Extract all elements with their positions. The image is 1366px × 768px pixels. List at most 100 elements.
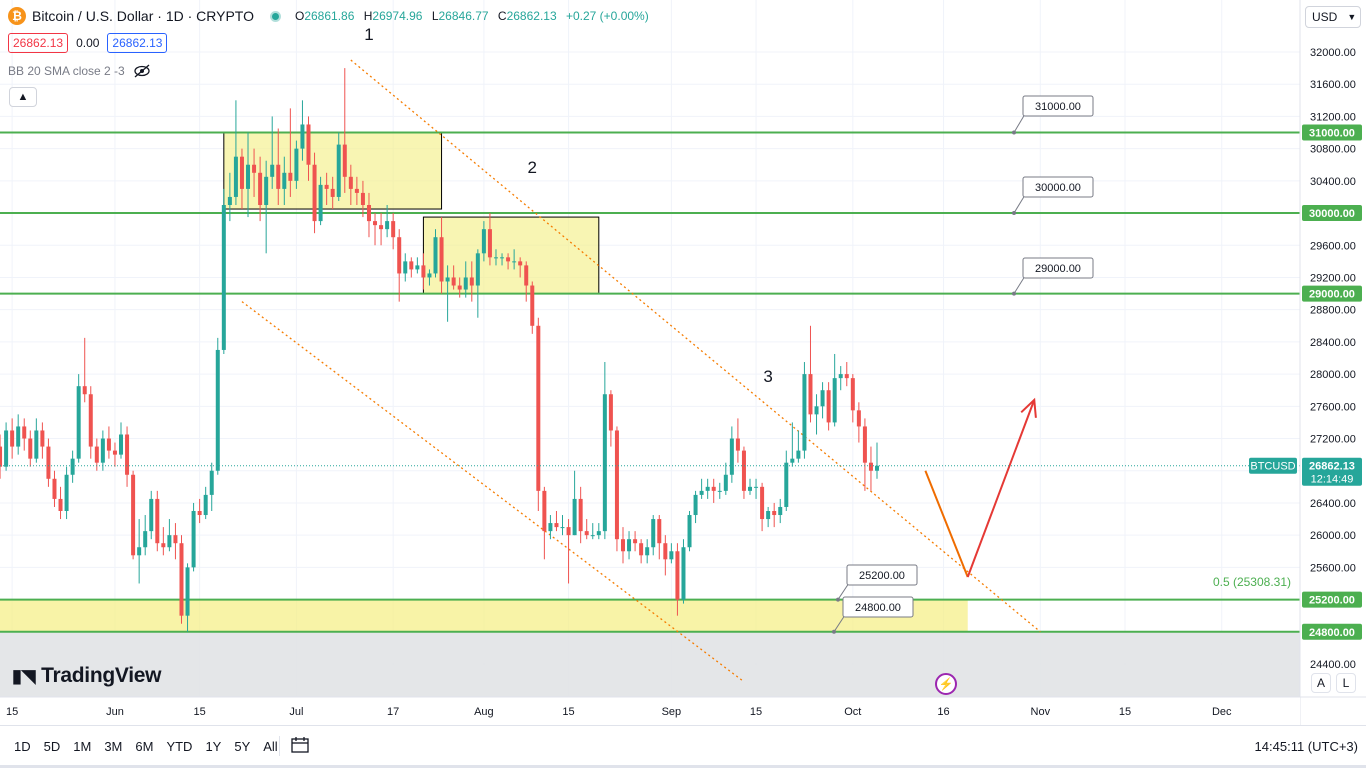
callout-anchor (1012, 211, 1016, 216)
callout-box (1022, 257, 1094, 279)
candle-body (657, 519, 662, 544)
clock-timezone[interactable]: 14:45:11 (UTC+3) (1254, 739, 1358, 754)
candle-body (397, 237, 402, 274)
candle-body (34, 430, 39, 459)
candle-body (354, 188, 359, 193)
x-tick-label: 15 (562, 706, 574, 718)
candle-body (46, 446, 51, 479)
candle-body (312, 164, 317, 222)
candle-body (778, 506, 783, 516)
candle-body (748, 486, 752, 491)
arrowhead (1020, 397, 1037, 418)
auto-scale-button[interactable]: A (1311, 673, 1331, 693)
forecast-arrow (966, 399, 1036, 578)
callout-text: 30000.00 (1035, 182, 1081, 194)
candle-body (409, 261, 414, 270)
candle-body (772, 511, 777, 516)
buy-button[interactable]: 26862.13 (107, 33, 168, 53)
market-status-icon[interactable] (269, 10, 281, 22)
currency-select[interactable]: USD ▼ (1305, 6, 1361, 28)
candle-body (270, 164, 275, 177)
y-tick-label: 29600.00 (1310, 240, 1356, 252)
price-chart[interactable]: 1 2 3 0.5 (25308.31) BTCUSD 31000.00 30000.0… (0, 0, 1366, 725)
candle-body (608, 394, 613, 431)
candle-body (572, 498, 577, 536)
spread-value: 0.00 (76, 36, 100, 50)
x-tick-label: Aug (474, 706, 494, 718)
candle-body (82, 386, 87, 395)
indicator-label[interactable]: BB 20 SMA close 2 -3 (8, 64, 125, 78)
calendar-range-icon[interactable] (290, 736, 310, 754)
log-scale-button[interactable]: L (1336, 673, 1356, 693)
candle-body (475, 253, 480, 286)
current-price-line: BTCUSD (0, 457, 1300, 474)
tv-logo-icon: ▮◥ (12, 665, 36, 686)
range-button-1m[interactable]: 1M (73, 739, 92, 754)
range-button-1y[interactable]: 1Y (205, 739, 222, 754)
candle-body (723, 474, 728, 491)
range-button-all[interactable]: All (263, 739, 278, 754)
candle-body (94, 446, 99, 463)
callout-anchor (836, 597, 840, 602)
candle-body (288, 172, 293, 181)
wave-label: 3 (763, 367, 772, 386)
callout-pointer (1013, 275, 1026, 294)
callout-text: 25200.00 (859, 570, 905, 582)
x-tick-label: Oct (844, 706, 861, 718)
tradingview-logo[interactable]: ▮◥ TradingView (12, 664, 162, 687)
candle-body (300, 124, 305, 149)
candle-body (645, 547, 650, 556)
time-axis: 15 Jun 15 Jul 17 Aug 15 Sep 15 Oct 16 Nov 15 Dec (0, 696, 1366, 725)
candle-body (566, 527, 571, 536)
symbol-title[interactable]: Bitcoin / U.S. Dollar · 1D · CRYPTO (32, 8, 254, 24)
date-range-buttons: 1D 5D 1M 3M 6M YTD 1Y 5Y All (14, 739, 291, 754)
callout-box (1022, 176, 1094, 198)
consolidation-zones (0, 132, 968, 632)
candle-body (100, 438, 105, 463)
candle-body (669, 551, 674, 560)
x-tick-label: Jun (106, 706, 124, 718)
candle-body (856, 410, 861, 427)
range-button-1d[interactable]: 1D (14, 739, 31, 754)
channel-line (350, 59, 1041, 633)
toolbar-divider (279, 736, 280, 756)
collapse-legend-button[interactable]: ▲ (9, 87, 37, 107)
candle-body (536, 325, 541, 491)
bottom-strip (0, 765, 1366, 768)
candle-body (22, 426, 27, 439)
candle-body (209, 470, 214, 495)
candle-body (137, 547, 142, 556)
low-value: 26846.77 (438, 9, 489, 23)
open-value: 26861.86 (304, 9, 355, 23)
candle-body (282, 172, 287, 189)
range-button-5d[interactable]: 5D (43, 739, 61, 754)
callout-anchor (1012, 130, 1016, 135)
callout-text: 31000.00 (1035, 101, 1081, 113)
lightning-icon[interactable]: ⚡ (935, 673, 957, 695)
indicator-legend[interactable]: BB 20 SMA close 2 -3 (8, 64, 151, 78)
candle-body (197, 511, 202, 516)
candle-body (760, 486, 765, 520)
range-button-3m[interactable]: 3M (104, 739, 123, 754)
candle-body (330, 188, 335, 197)
hidden-eye-icon[interactable] (133, 64, 151, 78)
candle-body (875, 465, 880, 471)
y-tick-label: 32000.00 (1310, 47, 1356, 59)
level-axis-tag (1302, 205, 1362, 222)
ohlc-values: O26861.86 H26974.96 L26846.77 C26862.13 … (294, 9, 649, 23)
candle-body (717, 490, 722, 492)
y-tick-label: 28000.00 (1310, 369, 1356, 381)
candle-body (500, 257, 505, 259)
x-tick-label: 15 (750, 706, 762, 718)
candle-body (639, 543, 644, 556)
range-button-ytd[interactable]: YTD (166, 739, 193, 754)
range-button-6m[interactable]: 6M (135, 739, 154, 754)
candle-body (820, 390, 825, 407)
candle-body (463, 277, 468, 290)
candle-body (360, 192, 365, 205)
symbol-legend[interactable]: ₿ Bitcoin / U.S. Dollar · 1D · CRYPTO O2… (8, 7, 655, 25)
candle-body (227, 196, 232, 205)
range-button-5y[interactable]: 5Y (234, 739, 251, 754)
candle-body (403, 261, 408, 274)
sell-button[interactable]: 26862.13 (8, 33, 69, 53)
